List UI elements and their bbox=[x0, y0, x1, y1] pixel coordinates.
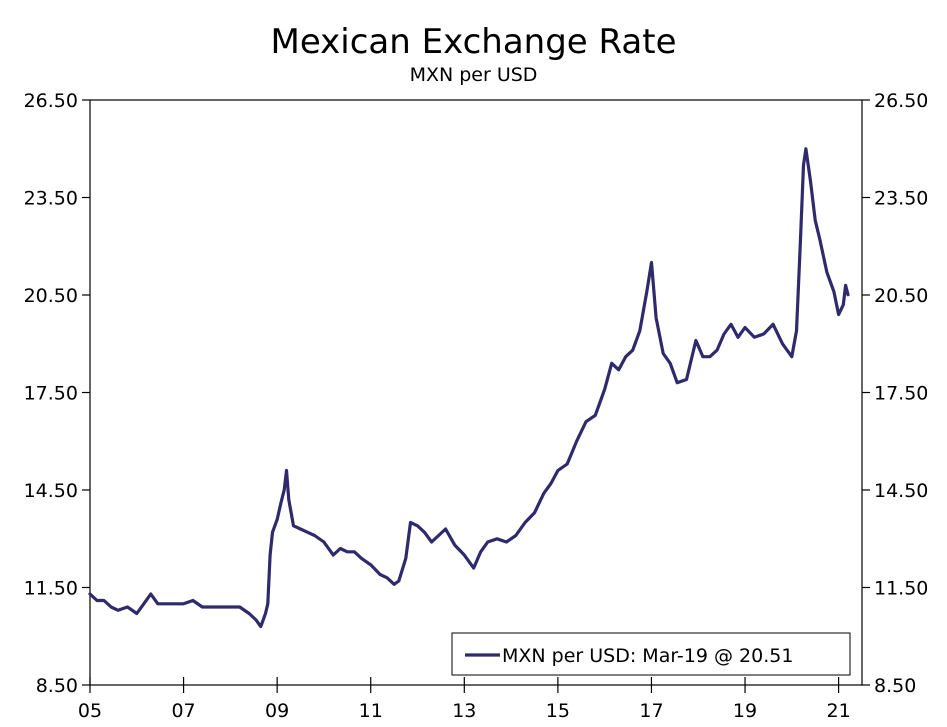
x-axis: 05 07 09 11 13 15 17 19 21 bbox=[78, 677, 851, 722]
y-tick-label-right: 20.50 bbox=[874, 285, 928, 307]
left-y-axis: 26.50 23.50 20.50 17.50 14.50 11.50 8.50 bbox=[24, 90, 90, 697]
right-y-axis: 26.50 23.50 20.50 17.50 14.50 11.50 8.50 bbox=[862, 90, 928, 697]
y-tick-label-left: 8.50 bbox=[36, 675, 78, 697]
y-tick-label-right: 8.50 bbox=[874, 675, 916, 697]
y-tick-label-left: 17.50 bbox=[24, 383, 78, 405]
x-tick-label: 09 bbox=[265, 700, 289, 722]
x-tick-label: 07 bbox=[171, 700, 195, 722]
x-tick-label: 11 bbox=[359, 700, 383, 722]
x-tick-label: 13 bbox=[452, 700, 476, 722]
y-tick-label-right: 17.50 bbox=[874, 383, 928, 405]
x-tick-label: 19 bbox=[733, 700, 757, 722]
y-tick-label-left: 14.50 bbox=[24, 480, 78, 502]
y-tick-label-right: 23.50 bbox=[874, 188, 928, 210]
legend-label: MXN per USD: Mar-19 @ 20.51 bbox=[502, 645, 793, 667]
series-line-mxn-per-usd bbox=[88, 147, 850, 629]
y-tick-label-right: 26.50 bbox=[874, 90, 928, 112]
chart-title: Mexican Exchange Rate bbox=[270, 22, 677, 62]
y-tick-label-left: 23.50 bbox=[24, 188, 78, 210]
y-tick-label-left: 20.50 bbox=[24, 285, 78, 307]
chart-subtitle: MXN per USD bbox=[409, 64, 538, 86]
y-tick-label-left: 26.50 bbox=[24, 90, 78, 112]
x-tick-label: 15 bbox=[546, 700, 570, 722]
x-tick-label: 05 bbox=[78, 700, 102, 722]
y-tick-label-left: 11.50 bbox=[24, 578, 78, 600]
y-tick-label-right: 14.50 bbox=[874, 480, 928, 502]
legend: MXN per USD: Mar-19 @ 20.51 bbox=[451, 632, 851, 676]
legend-box bbox=[451, 632, 851, 676]
y-tick-label-right: 11.50 bbox=[874, 578, 928, 600]
x-tick-label: 17 bbox=[639, 700, 663, 722]
x-tick-label: 21 bbox=[827, 700, 851, 722]
plot-frame bbox=[89, 99, 863, 686]
